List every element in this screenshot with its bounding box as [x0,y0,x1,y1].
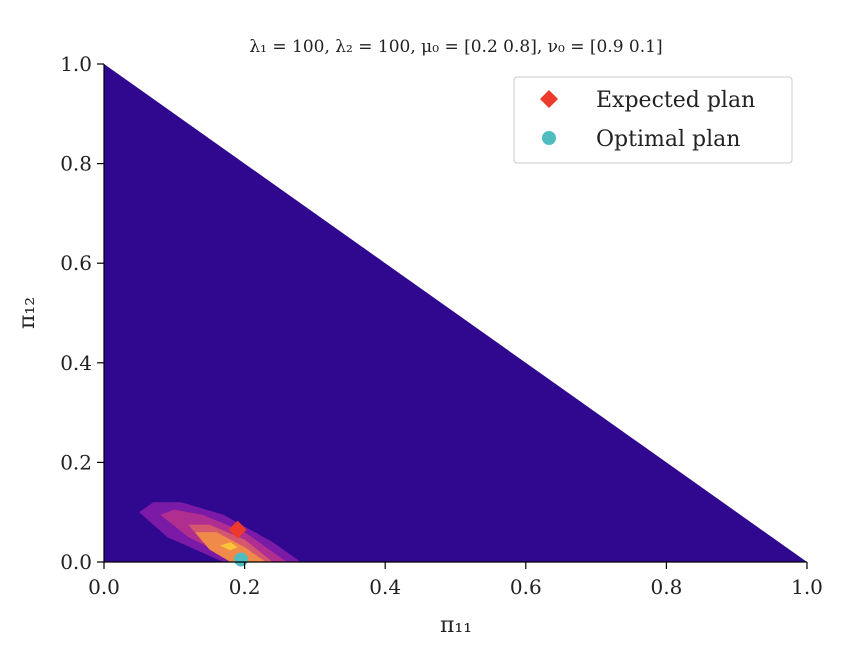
legend-marker-diamond [540,90,558,108]
legend-label-optimal-plan: Optimal plan [596,127,740,152]
y-tick-label: 1.0 [60,52,92,76]
y-tick-label: 0.4 [60,351,92,375]
y-tick-label: 0.0 [60,550,92,574]
plot-area [104,64,807,567]
x-tick-label: 0.6 [510,575,542,599]
legend-marker-circle [542,131,556,145]
chart-title: λ₁ = 100, λ₂ = 100, μ₀ = [0.2 0.8], ν₀ =… [249,37,662,57]
x-tick-label: 0.4 [369,575,401,599]
legend-entry-expected-plan: Expected plan [540,88,755,113]
y-tick-label: 0.8 [60,152,92,176]
y-axis-label: π₁₂ [15,297,40,329]
x-axis-label: π₁₁ [440,613,472,638]
x-tick-label: 0.0 [88,575,120,599]
optimal-plan-point [234,552,249,567]
legend-box [513,76,793,164]
y-tick-label: 0.6 [60,251,92,275]
x-tick-label: 0.2 [229,575,261,599]
x-ticks: 0.0 0.2 0.4 0.6 0.8 1.0 [88,562,823,599]
legend-label-expected-plan: Expected plan [596,88,755,113]
y-ticks: 0.0 0.2 0.4 0.6 0.8 1.0 [60,52,104,574]
x-tick-label: 1.0 [791,575,823,599]
expected-plan-point [228,520,247,539]
x-tick-label: 0.8 [650,575,682,599]
y-tick-label: 0.2 [60,450,92,474]
legend-entry-optimal-plan: Optimal plan [542,127,740,152]
contour-level-0 [104,64,807,562]
contour-level-5 [220,542,238,551]
legend: Expected plan Optimal plan [513,76,793,164]
